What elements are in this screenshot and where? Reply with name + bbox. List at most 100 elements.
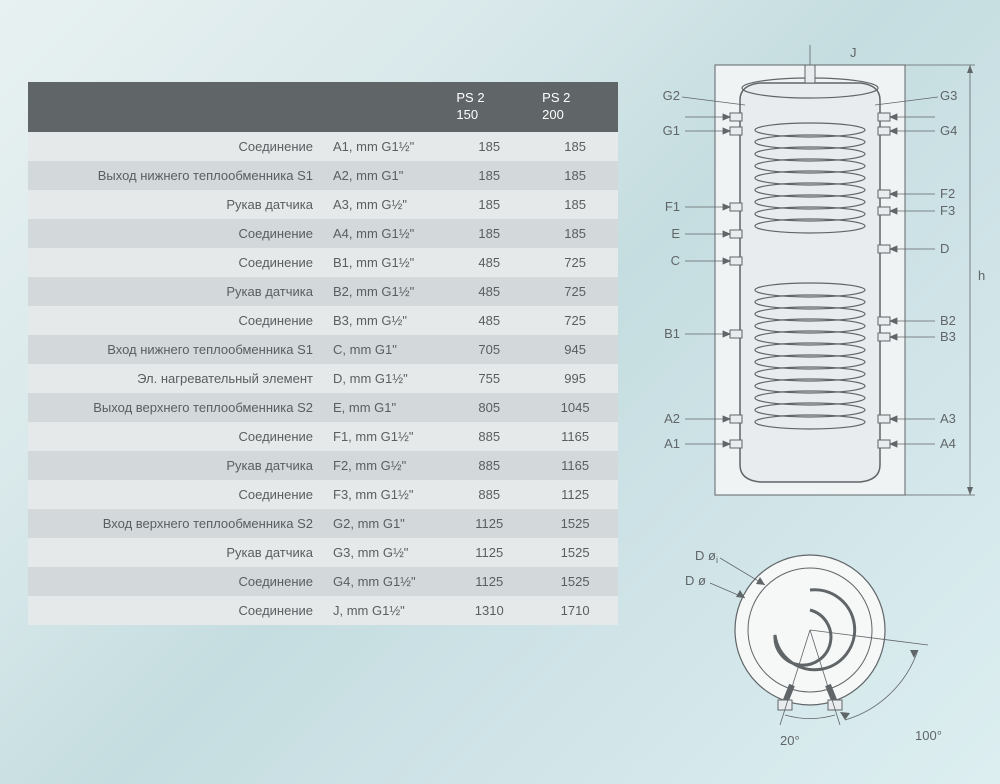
- cell-v2: 1525: [532, 567, 618, 596]
- cell-v2: 725: [532, 248, 618, 277]
- tank-side-diagram: J G2 G1 F1 E C B1 A2 A1 G3 G4 F2 F3 D B2…: [650, 45, 990, 515]
- cell-v1: 485: [446, 277, 532, 306]
- table-row: СоединениеG4, mm G1½"11251525: [28, 567, 618, 596]
- cell-desc: Рукав датчика: [28, 451, 323, 480]
- model2-line1: PS 2: [542, 90, 570, 105]
- cell-v1: 805: [446, 393, 532, 422]
- header-blank-2: [323, 82, 446, 132]
- cell-v2: 1165: [532, 451, 618, 480]
- label-g2: G2: [663, 88, 680, 103]
- table-row: Вход верхнего теплообменника S2G2, mm G1…: [28, 509, 618, 538]
- cell-spec: B2, mm G1½": [323, 277, 446, 306]
- cell-desc: Соединение: [28, 248, 323, 277]
- cell-v1: 1310: [446, 596, 532, 625]
- cell-v1: 185: [446, 219, 532, 248]
- table-row: Выход нижнего теплообменника S1A2, mm G1…: [28, 161, 618, 190]
- cell-spec: B3, mm G½": [323, 306, 446, 335]
- cell-desc: Рукав датчика: [28, 277, 323, 306]
- cell-v2: 185: [532, 190, 618, 219]
- cell-v1: 485: [446, 248, 532, 277]
- cell-spec: A3, mm G½": [323, 190, 446, 219]
- label-a3: A3: [940, 411, 956, 426]
- cell-desc: Соединение: [28, 422, 323, 451]
- table-row: Рукав датчикаB2, mm G1½"485725: [28, 277, 618, 306]
- table-row: СоединениеA1, mm G1½"185185: [28, 132, 618, 161]
- cell-v2: 185: [532, 219, 618, 248]
- table-row: СоединениеB1, mm G1½"485725: [28, 248, 618, 277]
- table-row: Выход верхнего теплообменника S2E, mm G1…: [28, 393, 618, 422]
- tank-top-diagram: D øi D ø 20° 100°: [680, 540, 970, 760]
- cell-v2: 1165: [532, 422, 618, 451]
- cell-spec: D, mm G1½": [323, 364, 446, 393]
- table-row: СоединениеB3, mm G½"485725: [28, 306, 618, 335]
- label-d-outer: D ø: [685, 573, 706, 588]
- cell-v1: 885: [446, 451, 532, 480]
- cell-v1: 1125: [446, 567, 532, 596]
- cell-v2: 1125: [532, 480, 618, 509]
- cell-v2: 945: [532, 335, 618, 364]
- cell-spec: G4, mm G1½": [323, 567, 446, 596]
- table-row: Вход нижнего теплообменника S1C, mm G1"7…: [28, 335, 618, 364]
- cell-desc: Соединение: [28, 306, 323, 335]
- cell-v1: 185: [446, 190, 532, 219]
- cell-spec: A1, mm G1½": [323, 132, 446, 161]
- cell-desc: Выход нижнего теплообменника S1: [28, 161, 323, 190]
- cell-desc: Рукав датчика: [28, 538, 323, 567]
- model1-line2: 150: [456, 107, 478, 122]
- cell-desc: Выход верхнего теплообменника S2: [28, 393, 323, 422]
- cell-v2: 1045: [532, 393, 618, 422]
- cell-spec: C, mm G1": [323, 335, 446, 364]
- label-h: h: [978, 268, 985, 283]
- cell-spec: G3, mm G½": [323, 538, 446, 567]
- cell-v2: 725: [532, 306, 618, 335]
- cell-desc: Соединение: [28, 219, 323, 248]
- cell-v1: 705: [446, 335, 532, 364]
- label-b3: B3: [940, 329, 956, 344]
- cell-v1: 1125: [446, 538, 532, 567]
- cell-v2: 1525: [532, 538, 618, 567]
- cell-v2: 725: [532, 277, 618, 306]
- cell-spec: A2, mm G1": [323, 161, 446, 190]
- table-row: СоединениеJ, mm G1½"13101710: [28, 596, 618, 625]
- cell-desc: Соединение: [28, 567, 323, 596]
- cell-desc: Рукав датчика: [28, 190, 323, 219]
- label-e: E: [671, 226, 680, 241]
- table-row: Эл. нагревательный элементD, mm G1½"7559…: [28, 364, 618, 393]
- label-a4: A4: [940, 436, 956, 451]
- cell-spec: F1, mm G1½": [323, 422, 446, 451]
- cell-spec: J, mm G1½": [323, 596, 446, 625]
- label-g4: G4: [940, 123, 957, 138]
- label-d: D: [940, 241, 949, 256]
- cell-v1: 885: [446, 480, 532, 509]
- cell-desc: Соединение: [28, 132, 323, 161]
- table-row: Рукав датчикаF2, mm G½"8851165: [28, 451, 618, 480]
- cell-desc: Соединение: [28, 596, 323, 625]
- label-a2: A2: [664, 411, 680, 426]
- header-model-2: PS 2 200: [532, 82, 618, 132]
- table-row: СоединениеA4, mm G1½"185185: [28, 219, 618, 248]
- cell-v2: 185: [532, 132, 618, 161]
- cell-spec: E, mm G1": [323, 393, 446, 422]
- spec-table-container: PS 2 150 PS 2 200 СоединениеA1, mm G1½"1…: [0, 0, 650, 784]
- spec-table: PS 2 150 PS 2 200 СоединениеA1, mm G1½"1…: [28, 82, 618, 625]
- label-b2: B2: [940, 313, 956, 328]
- label-angle-100: 100°: [915, 728, 942, 743]
- label-angle-20: 20°: [780, 733, 800, 748]
- header-blank-1: [28, 82, 323, 132]
- label-c: C: [671, 253, 680, 268]
- cell-desc: Соединение: [28, 480, 323, 509]
- label-f1: F1: [665, 199, 680, 214]
- cell-v2: 1525: [532, 509, 618, 538]
- cell-spec: B1, mm G1½": [323, 248, 446, 277]
- cell-v1: 755: [446, 364, 532, 393]
- table-row: СоединениеF3, mm G1½"8851125: [28, 480, 618, 509]
- cell-desc: Вход верхнего теплообменника S2: [28, 509, 323, 538]
- label-g3: G3: [940, 88, 957, 103]
- cell-v1: 1125: [446, 509, 532, 538]
- label-j: J: [850, 45, 857, 60]
- label-g1: G1: [663, 123, 680, 138]
- cell-v1: 485: [446, 306, 532, 335]
- label-f2: F2: [940, 186, 955, 201]
- cell-v1: 185: [446, 132, 532, 161]
- cell-spec: F3, mm G1½": [323, 480, 446, 509]
